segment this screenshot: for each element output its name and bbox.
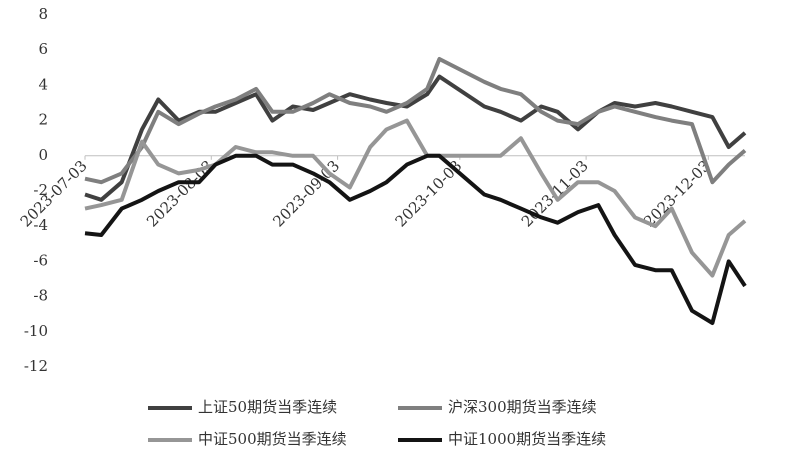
- y-tick-label: -6: [33, 251, 48, 269]
- legend-label: 中证1000期货当季连续: [448, 430, 606, 448]
- y-tick-label: -12: [24, 357, 48, 375]
- legend-label: 上证50期货当季连续: [198, 398, 337, 416]
- y-tick-label: -4: [33, 216, 48, 234]
- x-tick-label: 2023-09-03: [269, 157, 343, 231]
- series-line: [84, 153, 747, 325]
- x-tick-label: 2023-07-03: [17, 157, 91, 231]
- y-tick-label: -2: [33, 181, 48, 199]
- y-tick-label: -10: [24, 322, 48, 340]
- y-tick-label: 0: [38, 146, 48, 164]
- legend-label: 沪深300期货当季连续: [448, 398, 597, 416]
- y-tick-label: 2: [38, 111, 48, 129]
- y-tick-label: 8: [38, 5, 48, 23]
- series-line: [84, 57, 747, 185]
- y-tick-label: 4: [38, 75, 48, 93]
- legend-label: 中证500期货当季连续: [198, 430, 347, 448]
- y-tick-label: -8: [33, 287, 48, 305]
- y-tick-label: 6: [38, 40, 48, 58]
- series-line: [84, 118, 747, 278]
- series-line: [84, 74, 747, 202]
